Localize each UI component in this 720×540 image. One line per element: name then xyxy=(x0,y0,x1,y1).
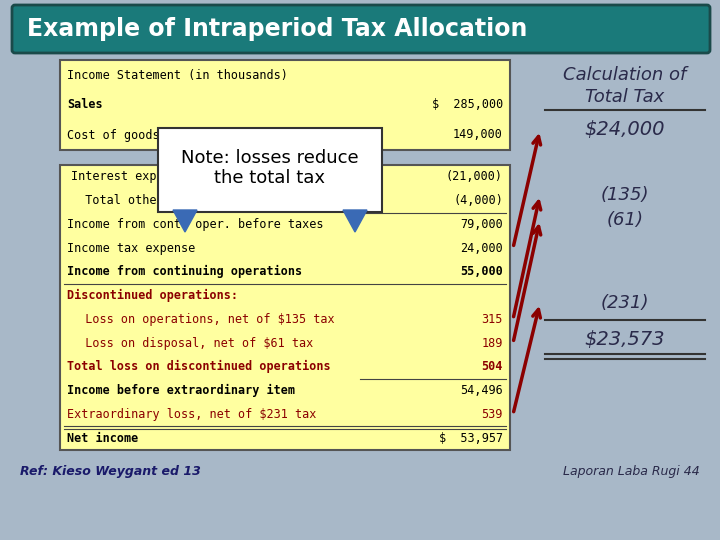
FancyBboxPatch shape xyxy=(158,128,382,212)
Text: Ref: Kieso Weygant ed 13: Ref: Kieso Weygant ed 13 xyxy=(20,465,201,478)
Text: Sales: Sales xyxy=(67,98,103,111)
FancyBboxPatch shape xyxy=(60,165,510,450)
Text: (135): (135) xyxy=(600,186,649,204)
Text: 315: 315 xyxy=(482,313,503,326)
Text: Calculation of: Calculation of xyxy=(563,66,687,84)
Text: Total Tax: Total Tax xyxy=(585,88,665,106)
Text: Income before extraordinary item: Income before extraordinary item xyxy=(67,384,295,397)
Text: Example of Intraperiod Tax Allocation: Example of Intraperiod Tax Allocation xyxy=(27,17,527,41)
Text: $  285,000: $ 285,000 xyxy=(432,98,503,111)
Text: Income Statement (in thousands): Income Statement (in thousands) xyxy=(67,69,288,82)
Text: Income from continuing operations: Income from continuing operations xyxy=(67,265,302,279)
Text: $  53,957: $ 53,957 xyxy=(439,431,503,444)
Text: 539: 539 xyxy=(482,408,503,421)
Text: Extraordinary loss, net of $231 tax: Extraordinary loss, net of $231 tax xyxy=(67,408,316,421)
Text: Income tax expense: Income tax expense xyxy=(67,241,195,255)
Text: (4,000): (4,000) xyxy=(453,194,503,207)
Text: Loss on operations, net of $135 tax: Loss on operations, net of $135 tax xyxy=(71,313,335,326)
Text: $24,000: $24,000 xyxy=(585,120,665,139)
Text: 189: 189 xyxy=(482,336,503,349)
Text: 54,496: 54,496 xyxy=(460,384,503,397)
Text: Total other: Total other xyxy=(71,194,163,207)
Text: (231): (231) xyxy=(600,294,649,312)
Text: 149,000: 149,000 xyxy=(453,129,503,141)
Text: Discontinued operations:: Discontinued operations: xyxy=(67,289,238,302)
Text: 55,000: 55,000 xyxy=(460,265,503,279)
Polygon shape xyxy=(343,210,367,232)
Text: Net income: Net income xyxy=(67,431,138,444)
Text: 24,000: 24,000 xyxy=(460,241,503,255)
FancyBboxPatch shape xyxy=(60,60,510,150)
Text: 79,000: 79,000 xyxy=(460,218,503,231)
Text: Note: losses reduce
the total tax: Note: losses reduce the total tax xyxy=(181,148,359,187)
Text: (61): (61) xyxy=(606,211,644,229)
Text: Laporan Laba Rugi 44: Laporan Laba Rugi 44 xyxy=(563,465,700,478)
Text: Interest expense: Interest expense xyxy=(71,171,185,184)
Text: $23,573: $23,573 xyxy=(585,330,665,349)
Text: Cost of goods sold: Cost of goods sold xyxy=(67,129,195,141)
Text: Income from cont. oper. before taxes: Income from cont. oper. before taxes xyxy=(67,218,323,231)
Text: (21,000): (21,000) xyxy=(446,171,503,184)
Text: 504: 504 xyxy=(482,360,503,373)
Text: Total loss on discontinued operations: Total loss on discontinued operations xyxy=(67,360,330,374)
FancyBboxPatch shape xyxy=(12,5,710,53)
Text: Loss on disposal, net of $61 tax: Loss on disposal, net of $61 tax xyxy=(71,336,313,349)
Polygon shape xyxy=(173,210,197,232)
